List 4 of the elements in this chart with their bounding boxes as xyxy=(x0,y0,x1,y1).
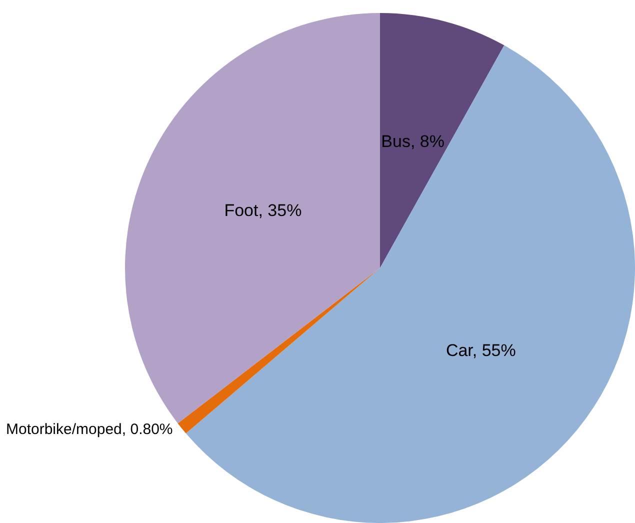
slice-label: Foot, 35% xyxy=(224,200,302,220)
slice-label: Motorbike/moped, 0.80% xyxy=(6,421,173,438)
slice-label: Car, 55% xyxy=(446,341,516,360)
slice-label: Bus, 8% xyxy=(381,132,444,152)
